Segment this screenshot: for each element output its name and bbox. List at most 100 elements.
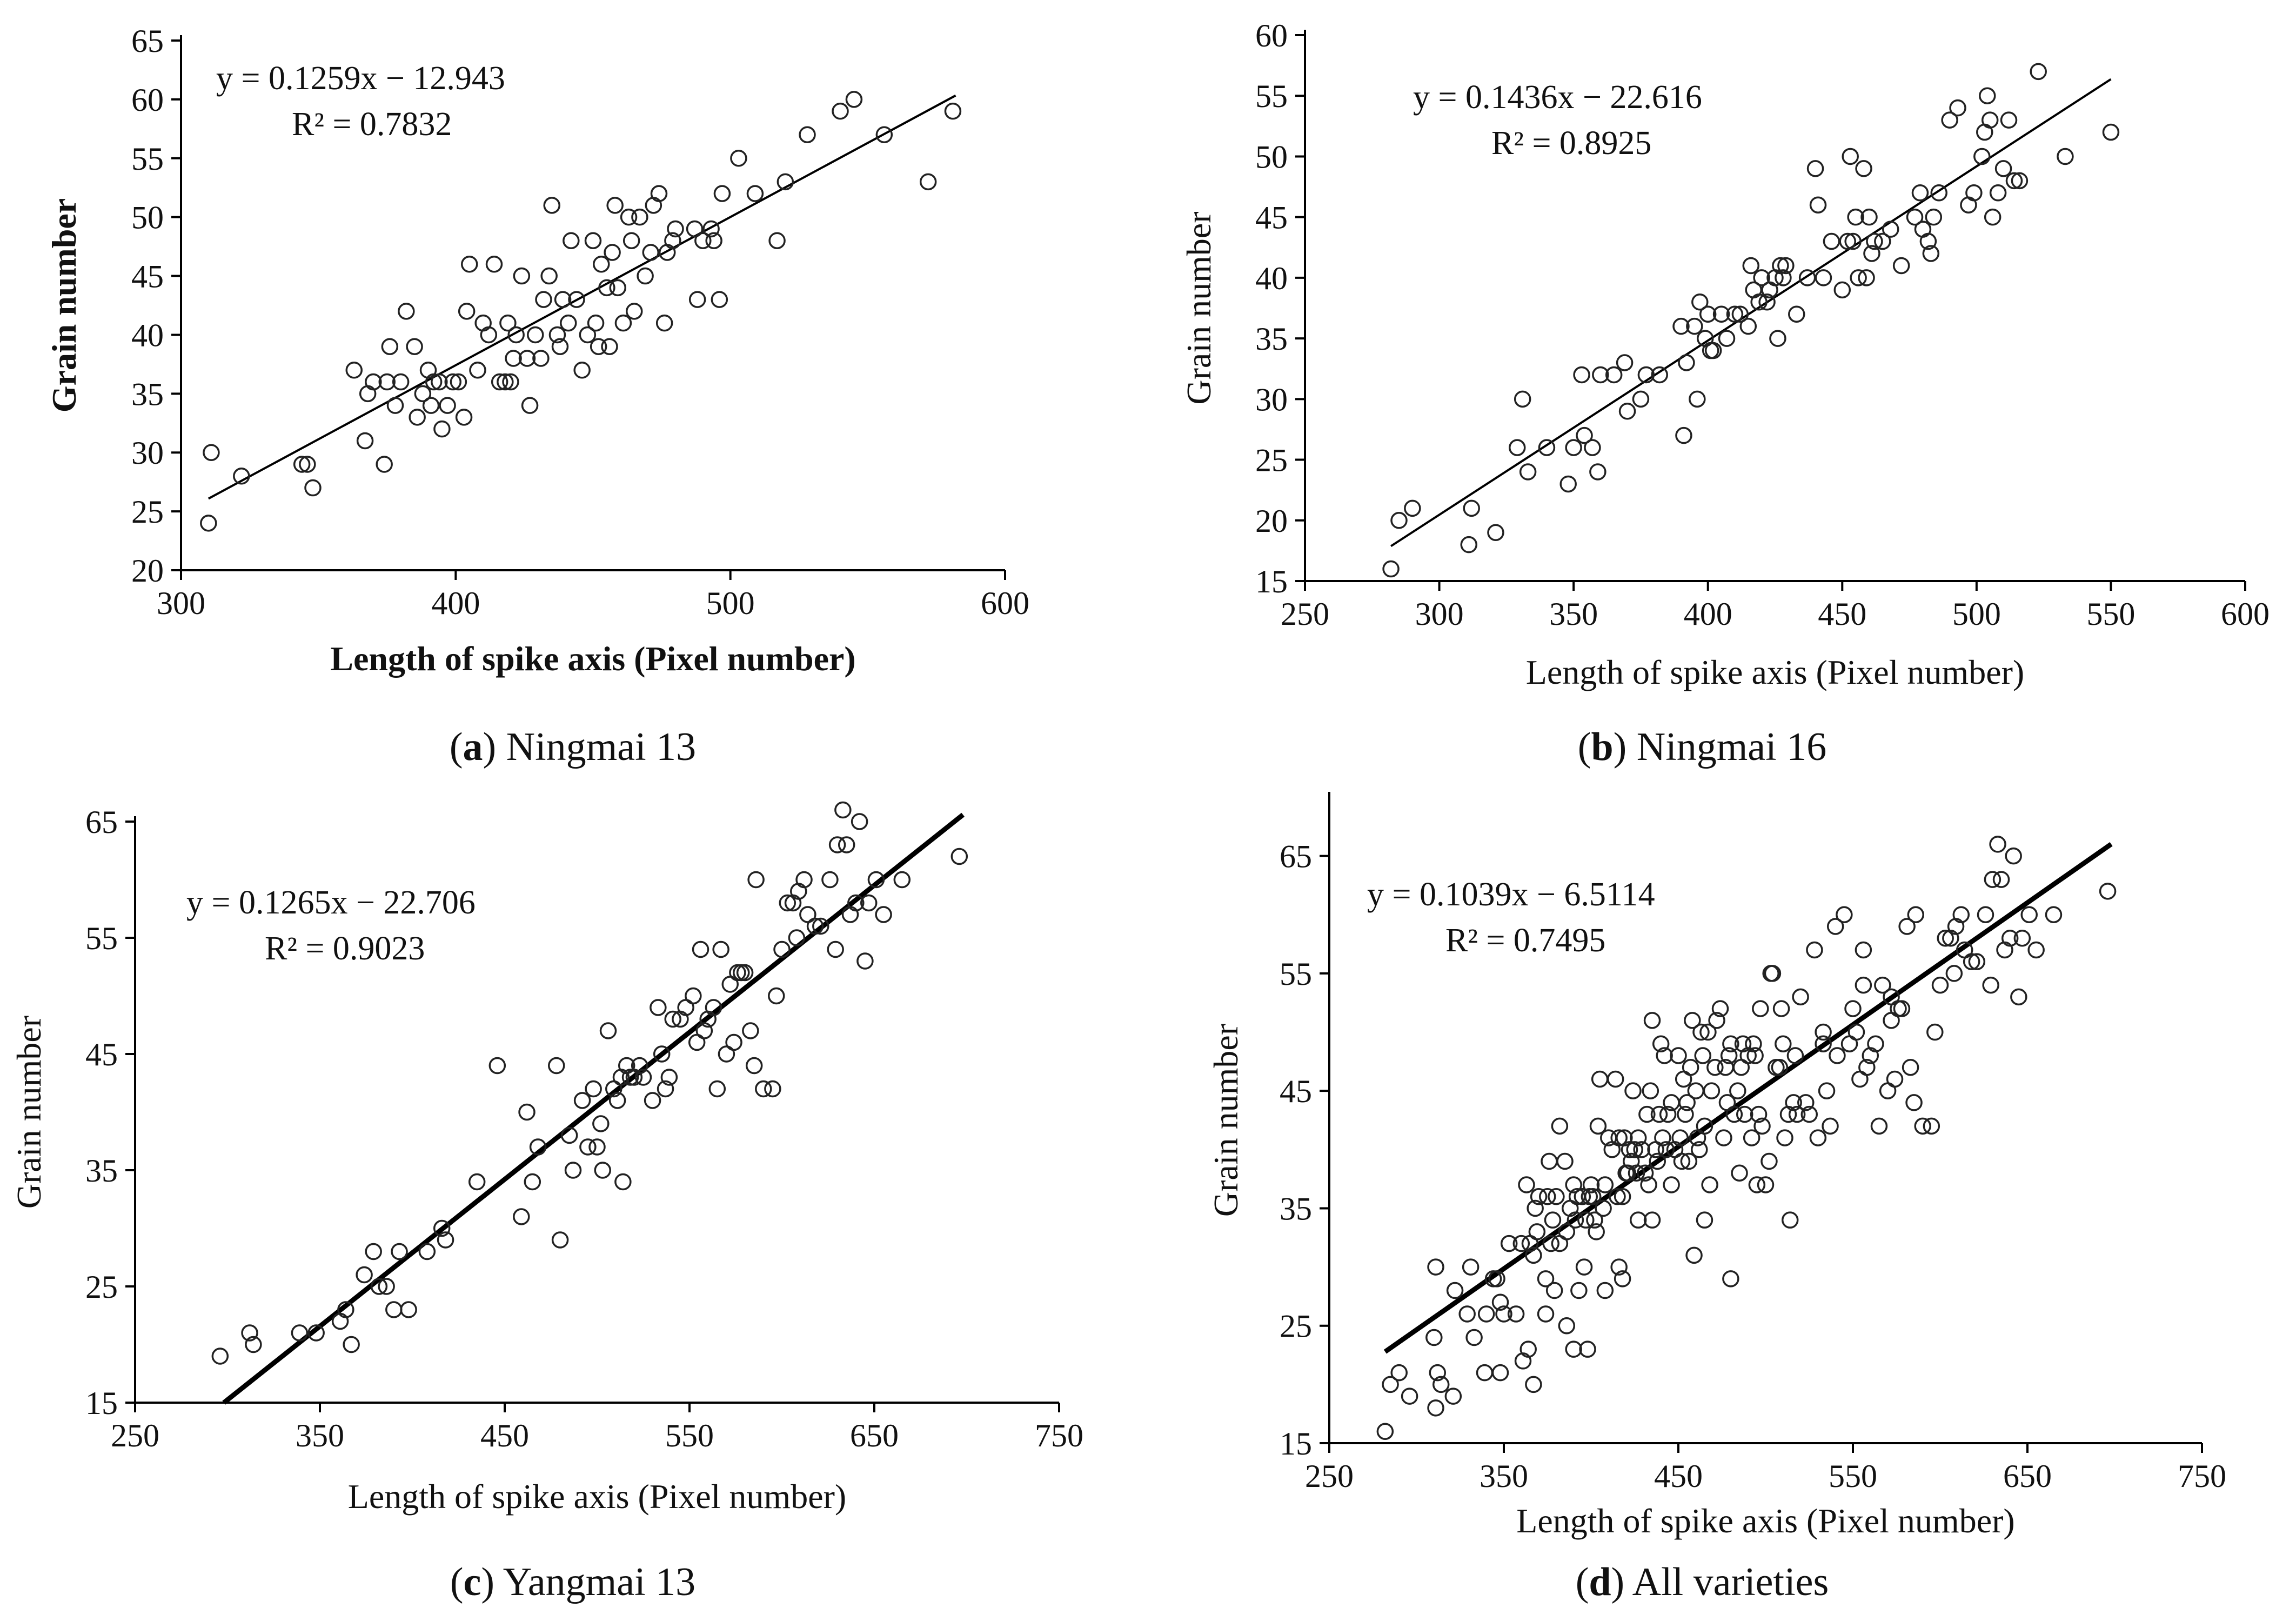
equation-label: y = 0.1039x − 6.5114 <box>1367 876 1655 913</box>
caption-c: (c) Yangmai 13 <box>450 1560 696 1604</box>
y-axis-label: Grain number <box>1207 1024 1245 1217</box>
data-point <box>418 1243 436 1260</box>
data-point <box>1614 1188 1631 1205</box>
data-point <box>491 373 508 391</box>
data-point <box>688 291 706 308</box>
data-point <box>507 326 525 344</box>
data-point <box>1605 366 1623 384</box>
data-point <box>799 126 816 143</box>
data-point <box>806 917 824 935</box>
x-tick-label: 250 <box>1281 596 1329 632</box>
data-point <box>551 1231 569 1249</box>
data-point <box>579 1138 597 1156</box>
data-point <box>502 373 519 391</box>
data-point <box>1806 941 1823 959</box>
data-point <box>1752 1000 1769 1017</box>
data-point <box>599 1022 617 1039</box>
r-squared-label: R² = 0.8925 <box>1491 125 1651 162</box>
data-point <box>1776 1129 1793 1146</box>
data-point <box>304 479 322 497</box>
data-point <box>2001 929 2019 947</box>
r-squared-label: R² = 0.7495 <box>1445 922 1605 959</box>
data-point <box>1595 1199 1612 1217</box>
data-point <box>1465 1329 1483 1346</box>
data-point <box>548 326 566 344</box>
data-point <box>1750 293 1768 311</box>
data-point <box>1596 1282 1614 1299</box>
y-tick-label: 35 <box>1280 1191 1312 1226</box>
data-point <box>1573 366 1590 384</box>
x-tick-label: 350 <box>296 1418 344 1453</box>
data-point <box>1769 330 1786 347</box>
data-point <box>1525 1376 1542 1393</box>
x-tick-label: 750 <box>2178 1458 2226 1494</box>
data-point <box>1731 305 1749 323</box>
data-point <box>1965 184 1983 202</box>
y-tick-label: 65 <box>85 804 118 840</box>
data-point <box>1565 1340 1582 1358</box>
data-point <box>299 456 316 473</box>
data-point <box>1649 1152 1666 1170</box>
data-point <box>644 1092 661 1109</box>
data-point <box>499 314 517 332</box>
data-point <box>1382 560 1400 578</box>
data-point <box>1945 965 1963 982</box>
x-tick-label: 550 <box>665 1418 714 1453</box>
data-point <box>1558 1223 1576 1240</box>
data-point <box>1994 160 2012 177</box>
data-point <box>1629 1211 1647 1229</box>
data-point <box>203 444 220 461</box>
x-tick-label: 250 <box>111 1418 159 1453</box>
data-point <box>601 338 618 355</box>
data-point <box>1491 1364 1509 1382</box>
data-point <box>1771 1058 1789 1076</box>
data-point <box>1684 1012 1701 1029</box>
data-point <box>1633 1141 1650 1158</box>
data-point <box>1551 1117 1569 1135</box>
data-point <box>1931 976 1949 994</box>
data-point <box>1446 1282 1464 1299</box>
data-point <box>1753 1117 1771 1135</box>
x-axis-label: Length of spike axis (Pixel number) <box>330 639 855 678</box>
data-point <box>1982 976 1999 994</box>
y-tick-label: 25 <box>131 494 164 530</box>
data-point <box>747 871 765 889</box>
data-point <box>592 1115 610 1132</box>
data-point <box>1941 111 1958 129</box>
x-tick-label: 650 <box>850 1418 899 1453</box>
data-point <box>1678 1094 1696 1111</box>
x-tick-label: 600 <box>2221 596 2270 632</box>
data-point <box>422 397 440 414</box>
data-point <box>730 150 747 167</box>
data-point <box>1874 232 1891 250</box>
data-point <box>594 1162 612 1179</box>
y-tick-label: 65 <box>1280 839 1312 875</box>
data-point <box>1588 1223 1605 1240</box>
data-point <box>1390 512 1408 529</box>
data-point <box>1624 1082 1642 1099</box>
data-point <box>1592 366 1609 384</box>
data-point <box>1914 1117 1931 1135</box>
x-tick-label: 550 <box>2086 596 2135 632</box>
data-point <box>1691 1141 1708 1158</box>
data-point <box>1606 1070 1624 1088</box>
data-point <box>702 220 720 238</box>
data-point <box>548 1057 565 1075</box>
data-point <box>1589 463 1606 481</box>
data-point <box>1401 1387 1418 1405</box>
data-point <box>1677 1105 1694 1123</box>
data-point <box>1847 1023 1865 1041</box>
regression-line <box>222 812 965 1405</box>
data-point <box>1512 1235 1530 1252</box>
data-point <box>1663 1176 1680 1193</box>
data-point <box>461 256 478 273</box>
data-point <box>1537 1270 1555 1288</box>
data-point <box>1530 1188 1548 1205</box>
data-point <box>1519 463 1537 481</box>
data-point <box>1621 1141 1638 1158</box>
data-point <box>529 1138 547 1156</box>
data-point <box>598 279 615 297</box>
data-point <box>1785 1094 1802 1111</box>
data-point <box>2045 906 2063 924</box>
data-point <box>1855 941 1872 959</box>
